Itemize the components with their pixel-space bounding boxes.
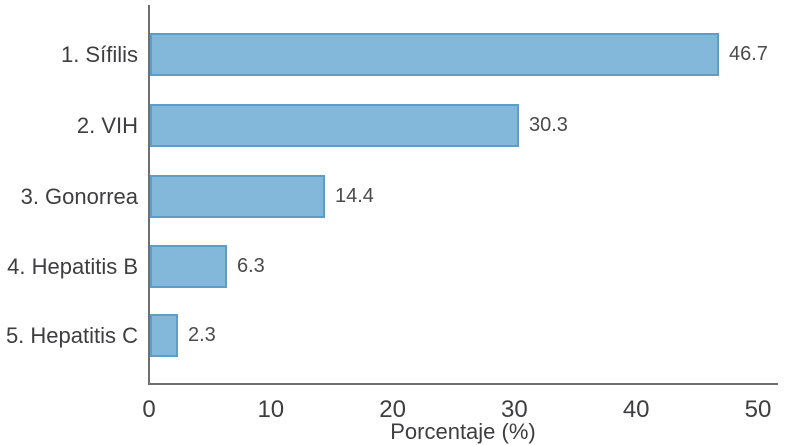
category-label: 1. Sífilis (60, 41, 138, 67)
plot-area (148, 5, 778, 385)
bar-value-label: 2.3 (188, 324, 216, 346)
bar-value-label: 46.7 (729, 43, 768, 65)
x-axis-title: Porcentaje (%) (390, 419, 536, 444)
bar (150, 175, 325, 218)
x-tick-label: 10 (257, 396, 285, 423)
bar (150, 245, 227, 288)
x-tick-label: 30 (501, 396, 528, 423)
bar (150, 314, 178, 357)
bar-value-label: 30.3 (529, 114, 568, 136)
bar-value-label: 14.4 (335, 185, 374, 207)
x-tick-label: 20 (379, 396, 406, 423)
bar (150, 104, 519, 147)
x-tick-label: 50 (744, 396, 772, 423)
category-label: 3. Gonorrea (20, 183, 138, 209)
category-label: 5. Hepatitis C (5, 322, 138, 348)
x-tick-label: 40 (622, 396, 650, 423)
category-label: 4. Hepatitis B (7, 253, 138, 279)
x-tick-label: 0 (142, 396, 156, 423)
bar-value-label: 6.3 (237, 255, 265, 277)
bar (150, 33, 719, 76)
category-label: 2. VIH (76, 112, 138, 138)
